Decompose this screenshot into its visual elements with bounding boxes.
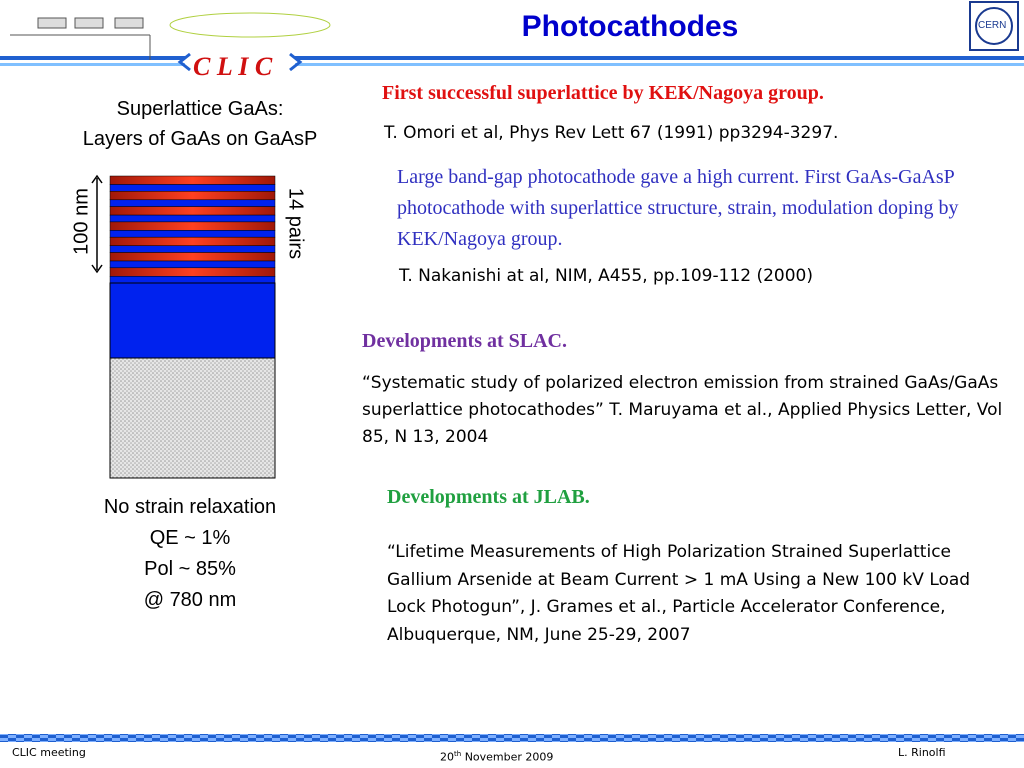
layer: [109, 245, 276, 253]
kek-body: Large band-gap photocathode gave a high …: [397, 166, 959, 250]
pairs: 14 pairs: [284, 187, 307, 260]
line: @ 780 nm: [143, 589, 237, 611]
layer: [109, 260, 276, 269]
logo: C L I C: [193, 52, 273, 81]
kek-heading: First successful superlattice by KEK/Nag…: [382, 82, 824, 104]
date-rest: November 2009: [464, 750, 554, 764]
line: Superlattice GaAs:: [116, 98, 284, 120]
kek-ref2: T. Nakanishi at al, NIM, A455, pp.109-11…: [399, 266, 814, 286]
slac-body: “Systematic study of polarized electron …: [362, 373, 1003, 447]
layer: [109, 230, 276, 238]
line: QE ~ 1%: [149, 527, 231, 549]
layer: [109, 214, 276, 223]
left-heading: Superlattice GaAs: Layers of GaAs on GaAs…: [40, 94, 360, 154]
layer: [109, 252, 276, 262]
layer: [109, 199, 276, 207]
layer: [109, 276, 276, 284]
date-suffix: th: [454, 750, 462, 758]
layer: [109, 191, 276, 201]
kek-ref1: T. Omori et al, Phys Rev Lett 67 (1991) …: [384, 123, 839, 143]
slac-heading: Developments at SLAC.: [362, 330, 567, 352]
layer: [109, 236, 276, 246]
thickness: 100 nm: [70, 188, 93, 255]
layer: [109, 184, 276, 192]
layer: [109, 267, 276, 277]
layer: [109, 175, 276, 185]
jlab-heading: Developments at JLAB.: [387, 486, 590, 508]
footer-date: 20th November 2009: [440, 750, 553, 764]
title: Photocathodes: [521, 10, 739, 43]
line: Pol ~ 85%: [144, 558, 236, 580]
date-day: 20: [440, 750, 454, 764]
footer-meeting: CLIC meeting: [12, 746, 86, 759]
line: No strain relaxation: [103, 496, 277, 518]
left-notes: No strain relaxation QE ~ 1% Pol ~ 85% @ 78…: [40, 492, 340, 616]
jlab-body: “Lifetime Measurements of High Polarizat…: [387, 542, 971, 645]
cern-logo: CERN: [978, 20, 1007, 31]
layer: [109, 206, 276, 216]
footer-author: L. Rinolfi: [898, 746, 946, 759]
layer: [109, 221, 276, 231]
line: Layers of GaAs on GaAsP: [82, 128, 318, 150]
